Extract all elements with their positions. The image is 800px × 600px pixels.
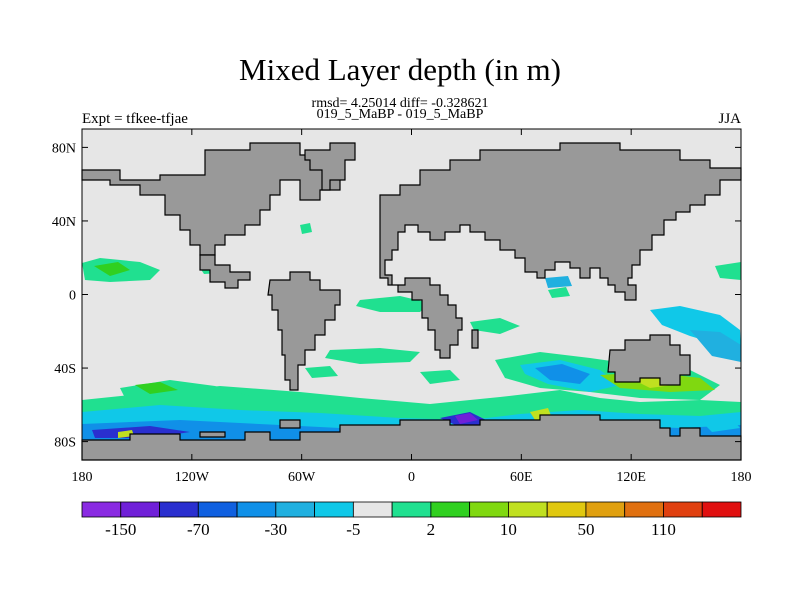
x-axis: 180 120W 60W 0 60E 120E 180 [72,129,752,485]
land-masses [81,142,742,461]
colorbar-label: 110 [651,520,676,539]
y-axis: 80N 40N 0 40S 80S [52,141,741,451]
x-tick-label: 180 [72,470,93,485]
colorbar-label: -150 [105,520,136,539]
x-tick-label: 60W [288,470,316,485]
colorbar-label: -70 [187,520,210,539]
colorbar-swatch [197,501,238,518]
colorbar-swatch [236,501,277,518]
map-title: Mixed Layer depth (in m) [239,52,561,87]
x-tick-label: 0 [408,470,415,485]
colorbar-label: 10 [500,520,517,539]
y-tick-label: 40S [54,362,76,377]
season-label: JJA [718,111,741,127]
colorbar-label: 2 [427,520,436,539]
x-tick-label: 180 [731,470,752,485]
colorbar-label: -30 [264,520,287,539]
colorbar-swatch [508,501,548,518]
colorbar-label: -5 [346,520,360,539]
colorbar-swatch [585,501,626,518]
colorbar-label: 50 [577,520,594,539]
colorbar-swatch [391,501,432,518]
stats-line: rmsd= 4.25014 diff= -0.328621 [311,96,489,111]
case-line: 019_5_MaBP - 019_5_MaBP [316,107,484,122]
y-tick-label: 40N [52,215,76,230]
colorbar-swatch [701,501,742,518]
x-tick-label: 60E [510,470,533,485]
colorbar-swatch [430,501,471,518]
colorbar-swatch [546,501,587,518]
colorbar-swatch [352,501,393,518]
colorbar: -150 -70 -30 -5 2 10 50 110 [81,501,742,539]
colorbar-swatch [663,501,703,518]
colorbar-swatch [314,501,354,518]
colorbar-swatch [275,501,315,518]
y-tick-label: 80N [52,141,76,156]
y-tick-label: 80S [54,436,76,451]
colorbar-swatch [81,501,122,518]
colorbar-swatch [120,501,160,518]
colorbar-swatch [469,501,509,518]
experiment-label: Expt = tfkee-tfjae [82,111,188,127]
colorbar-swatch [624,501,664,518]
y-tick-label: 0 [69,289,76,304]
x-tick-label: 120E [616,470,646,485]
colorbar-swatch [159,501,199,518]
x-tick-label: 120W [175,470,210,485]
